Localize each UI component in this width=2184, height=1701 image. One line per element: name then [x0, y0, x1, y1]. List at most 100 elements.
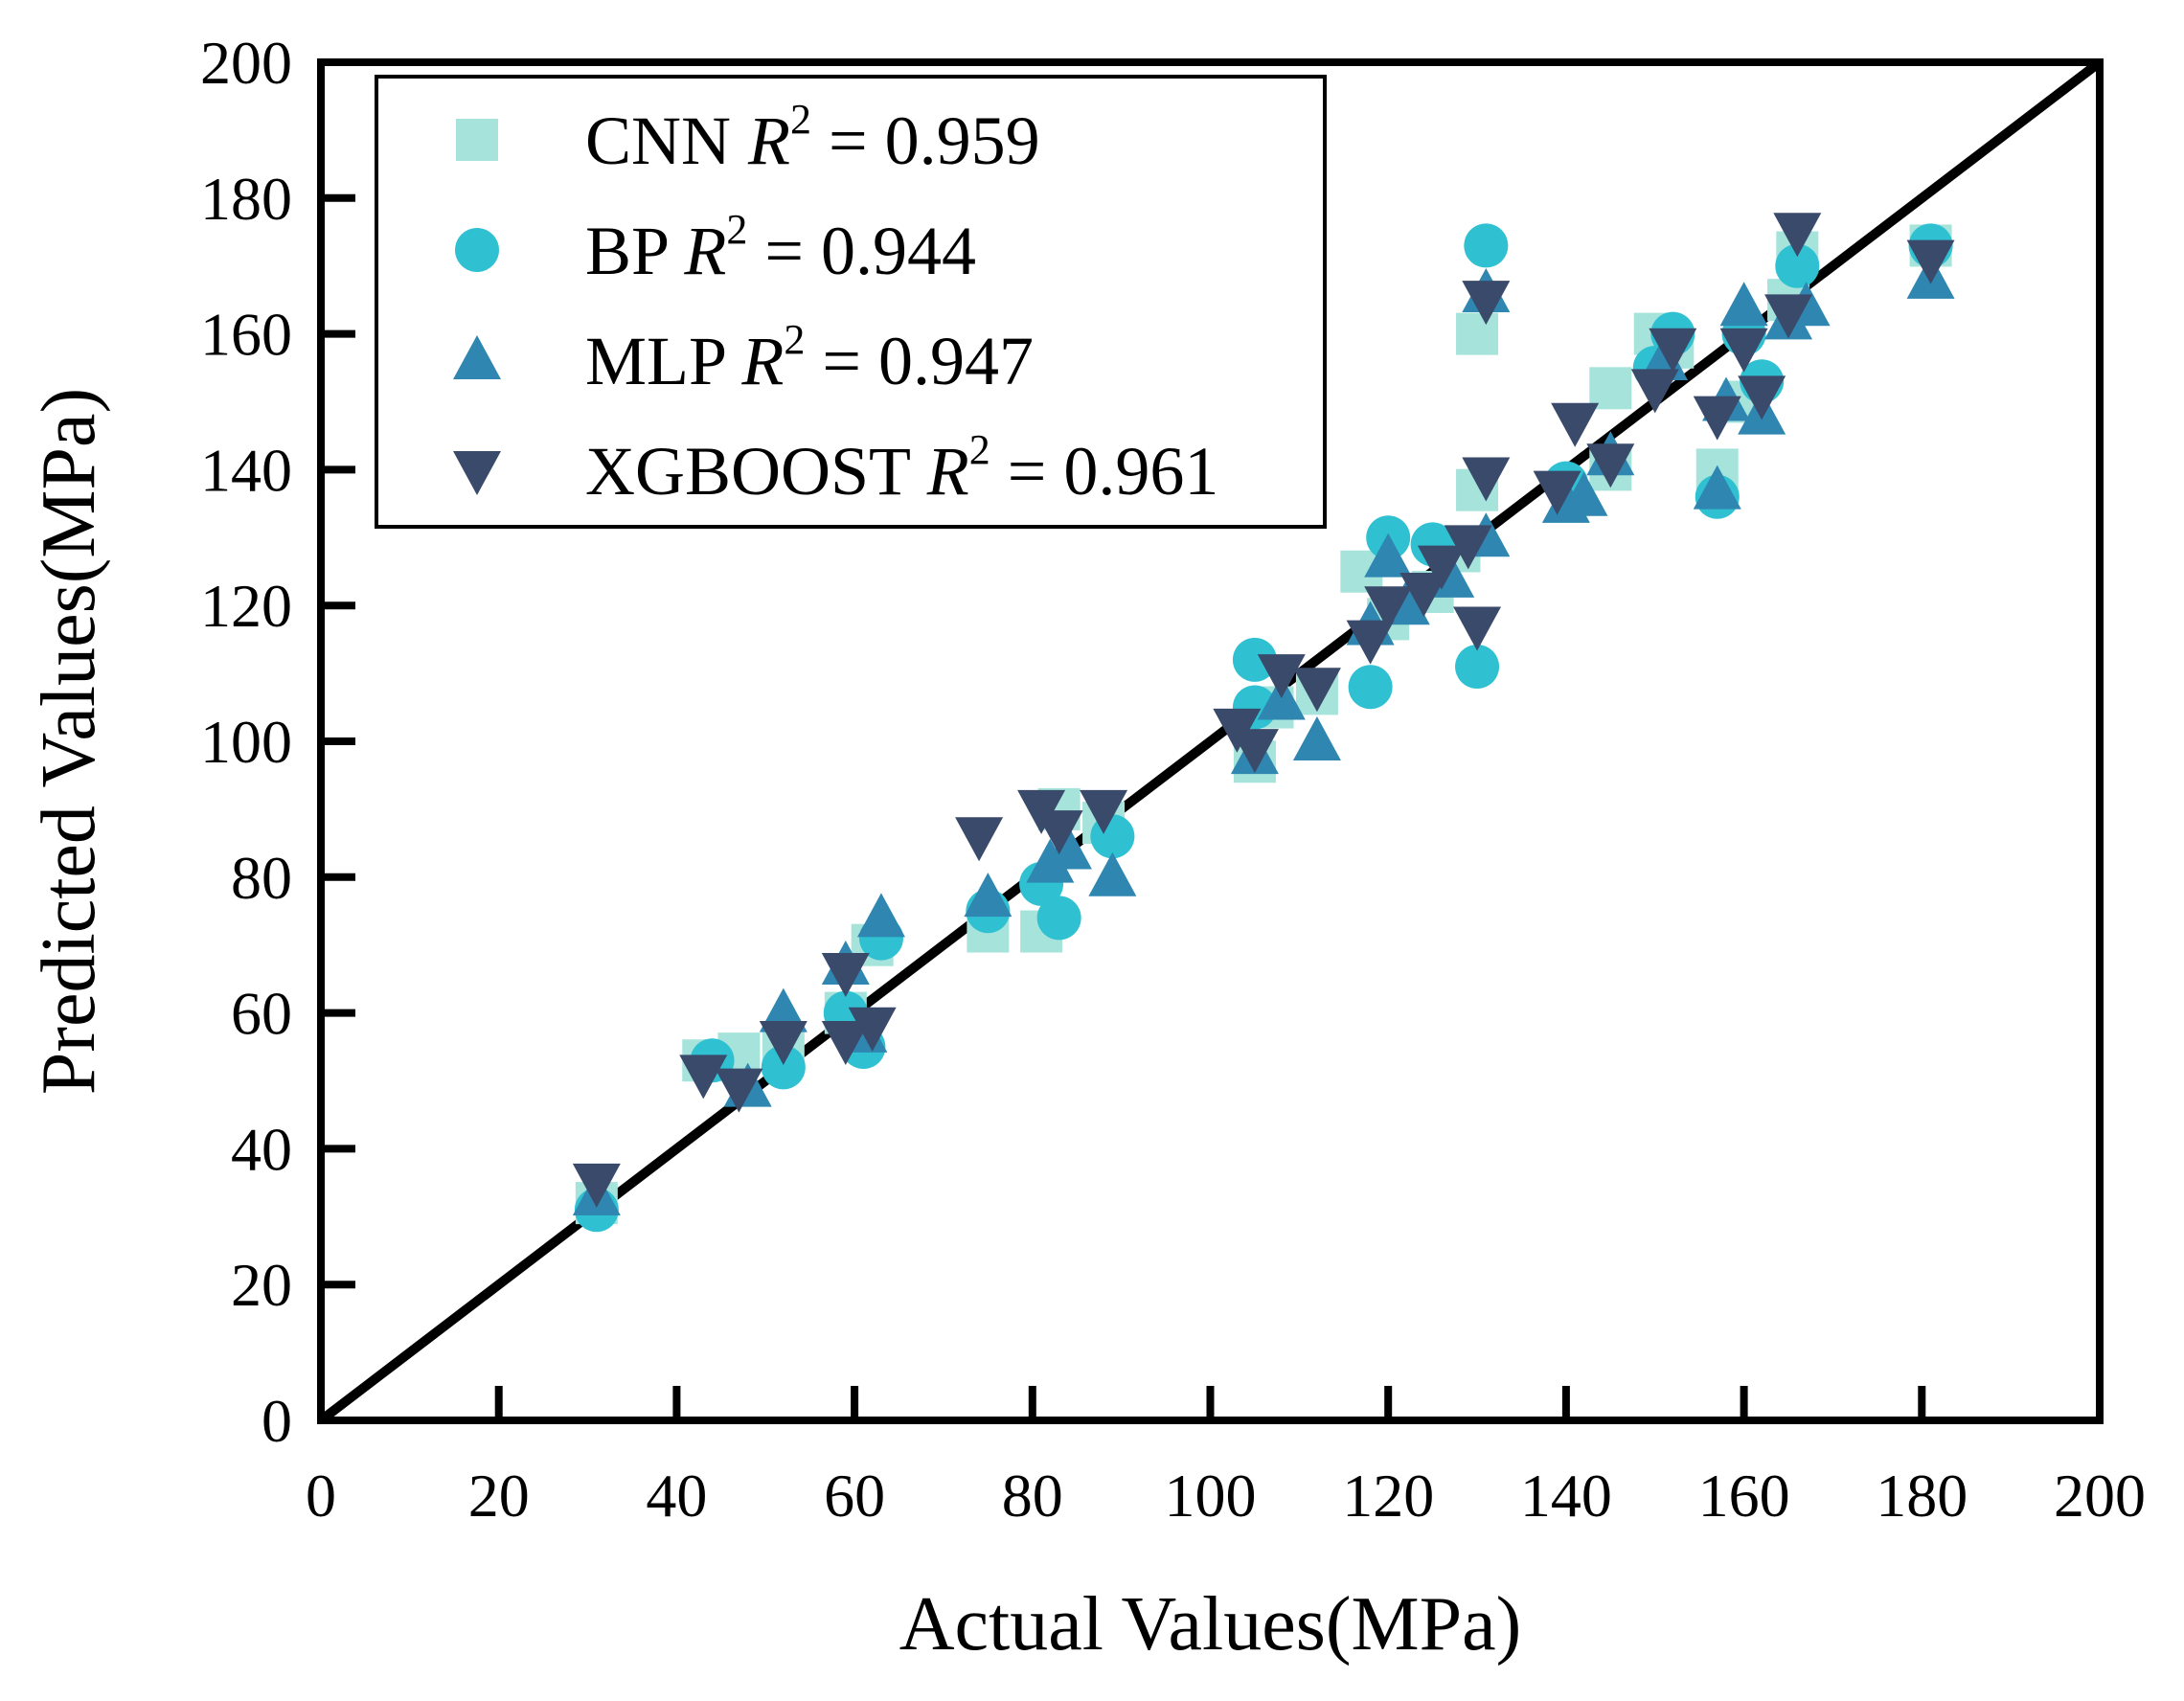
x-tick-label: 200 — [2054, 1462, 2146, 1530]
y-tick-label: 200 — [200, 29, 292, 97]
mlp-point — [1292, 716, 1341, 760]
bp-point — [1775, 243, 1820, 288]
legend-label-xgboost: XGBOOST R2 = 0.961 — [585, 426, 1218, 510]
legend-r-exponent: 2 — [784, 316, 805, 363]
x-tick-label: 60 — [824, 1462, 885, 1530]
legend-r-exponent: 2 — [726, 206, 747, 253]
legend-label-bp: BP R2 = 0.944 — [585, 206, 976, 289]
legend-item-mlp: MLP R2 = 0.947 — [453, 316, 1034, 399]
xgboost-point — [1586, 443, 1635, 488]
bp-point — [761, 1045, 806, 1090]
axis-ticks-layer: 0 20 40 60 80 100 120 140 160 180 200 0 20 40 60 80 100 1… — [200, 29, 2146, 1530]
xgboost-point — [1533, 470, 1581, 515]
bp-point — [1464, 223, 1509, 268]
xgboost-point — [1230, 729, 1279, 774]
xgboost-point — [1630, 369, 1679, 414]
legend-r-symbol: R — [683, 213, 726, 289]
cnn-point — [1456, 312, 1499, 355]
xgboost-point — [715, 1068, 763, 1113]
xgboost-point — [1764, 294, 1813, 339]
legend-series-name: BP — [585, 213, 684, 289]
bp-point — [1036, 896, 1081, 941]
xgboost-point — [1257, 654, 1306, 699]
legend-marker-cnn — [456, 119, 498, 161]
legend-r-symbol: R — [926, 433, 969, 510]
x-tick-label: 40 — [646, 1462, 707, 1530]
legend-item-xgboost: XGBOOST R2 = 0.961 — [453, 426, 1218, 510]
x-tick-label: 140 — [1520, 1462, 1612, 1530]
y-tick-label: 160 — [200, 301, 292, 369]
xgboost-point — [1462, 281, 1511, 326]
xgboost-point — [1693, 396, 1741, 441]
xgboost-point — [1292, 668, 1341, 713]
xgboost-point — [1346, 620, 1395, 665]
legend-r-symbol: R — [747, 102, 790, 179]
xgboost-point — [572, 1163, 621, 1208]
xgboost-point — [1399, 573, 1448, 618]
mlp-point — [1364, 533, 1413, 578]
xgboost-point — [1364, 586, 1413, 631]
series-xgboost — [572, 213, 1955, 1208]
x-tick-label: 80 — [1002, 1462, 1063, 1530]
xgboost-point — [1417, 545, 1466, 590]
y-tick-label: 60 — [231, 980, 292, 1048]
y-tick-label: 20 — [231, 1251, 292, 1319]
xgboost-point — [1080, 789, 1128, 834]
xgboost-point — [1035, 810, 1083, 855]
y-tick-label: 40 — [231, 1115, 292, 1183]
y-tick-label: 120 — [200, 572, 292, 640]
legend-r-symbol: R — [740, 323, 784, 399]
legend-r2-value: = 0.947 — [805, 323, 1034, 399]
xgboost-point — [1462, 457, 1511, 502]
xgboost-point — [1444, 525, 1492, 570]
data-points-layer — [572, 213, 1955, 1233]
bp-point — [1348, 665, 1393, 710]
xgboost-point — [759, 1020, 808, 1065]
x-tick-label: 0 — [306, 1462, 336, 1530]
y-tick-label: 140 — [200, 436, 292, 504]
xgboost-point — [955, 817, 1004, 862]
plot-frame — [317, 58, 2104, 1424]
xgboost-point — [1551, 402, 1600, 447]
y-tick-label: 80 — [231, 844, 292, 912]
legend-box — [375, 75, 1327, 529]
xgboost-point — [1649, 328, 1697, 373]
legend-r-exponent: 2 — [969, 426, 990, 473]
mlp-point — [1088, 851, 1137, 896]
xgboost-point — [679, 1055, 728, 1100]
legend-r2-value: = 0.959 — [811, 102, 1040, 179]
xgboost-point — [1738, 375, 1786, 420]
legend-label-cnn: CNN R2 = 0.959 — [585, 96, 1040, 179]
x-tick-label: 160 — [1698, 1462, 1790, 1530]
legend-label-mlp: MLP R2 = 0.947 — [585, 316, 1034, 399]
xgboost-point — [1453, 606, 1502, 651]
legend-marker-mlp — [453, 335, 501, 379]
xgboost-point — [848, 1007, 897, 1052]
legend-marker-xgboost — [453, 451, 501, 495]
y-tick-label: 180 — [200, 165, 292, 233]
xgboost-point — [1719, 328, 1768, 373]
mlp-point — [856, 893, 905, 938]
x-axis-title: Actual Values(MPa) — [899, 1582, 1522, 1667]
y-axis-title: Predicted Values(MPa) — [27, 388, 111, 1095]
y-tick-label: 100 — [200, 708, 292, 776]
x-tick-label: 120 — [1342, 1462, 1434, 1530]
bp-point — [1232, 637, 1277, 682]
mlp-point — [1559, 471, 1608, 516]
xgboost-point — [821, 1020, 870, 1065]
x-tick-label: 180 — [1876, 1462, 1968, 1530]
bp-point — [1455, 645, 1500, 690]
x-tick-label: 20 — [468, 1462, 530, 1530]
legend-marker-bp — [455, 228, 499, 272]
legend-item-bp: BP R2 = 0.944 — [455, 206, 976, 289]
x-tick-label: 100 — [1165, 1462, 1257, 1530]
legend-r2-value: = 0.944 — [747, 213, 976, 289]
mlp-point — [964, 873, 1012, 918]
xgboost-point — [821, 953, 870, 998]
legend-series-name: CNN — [585, 102, 748, 179]
xgboost-point — [1906, 239, 1955, 284]
legend-r2-value: = 0.961 — [990, 433, 1219, 510]
mlp-point — [1043, 825, 1092, 870]
y-tick-label: 0 — [262, 1387, 292, 1455]
